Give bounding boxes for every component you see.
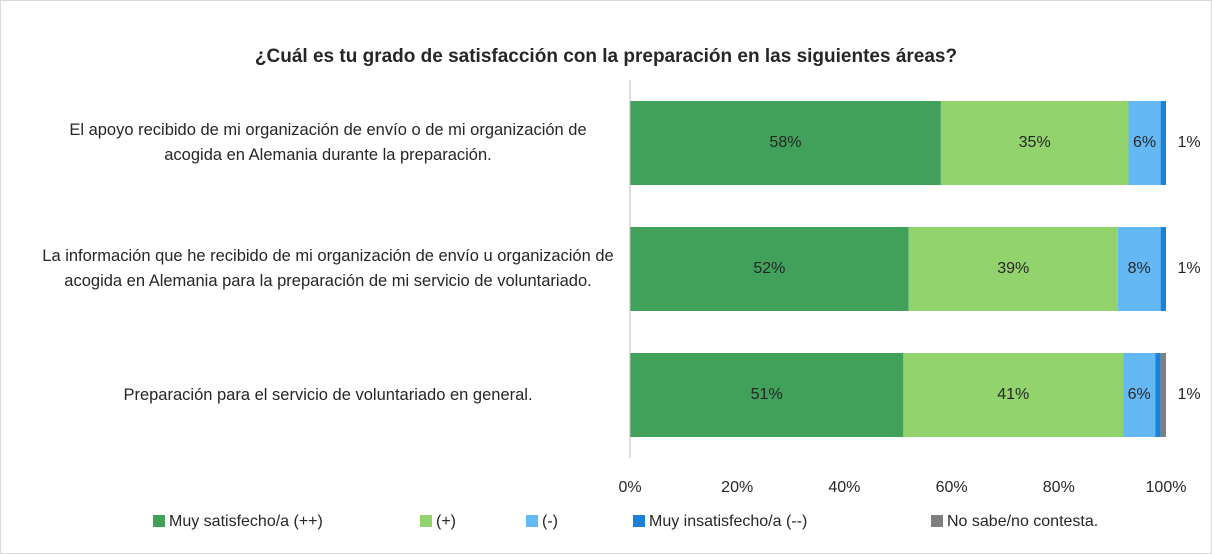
legend-swatch	[931, 515, 943, 527]
x-tick-label: 20%	[721, 479, 753, 496]
data-label: 1%	[1177, 386, 1200, 403]
data-label: 1%	[1177, 134, 1200, 151]
data-label: 52%	[753, 260, 785, 277]
chart-title: ¿Cuál es tu grado de satisfacción con la…	[255, 46, 957, 67]
bar-segment	[908, 227, 1118, 311]
data-label: 6%	[1128, 386, 1151, 403]
data-label: 58%	[769, 134, 801, 151]
category-label: La información que he recibido de mi org…	[42, 247, 614, 290]
bar-segment	[630, 101, 941, 185]
data-label: 51%	[751, 386, 783, 403]
bar-segment	[940, 101, 1129, 185]
bar-segment	[630, 227, 909, 311]
bar-segment	[1160, 101, 1166, 185]
bar-segment	[1128, 101, 1161, 185]
legend-label: (+)	[436, 513, 456, 530]
data-label: 39%	[997, 260, 1029, 277]
bar-segment	[1155, 353, 1161, 437]
legend-swatch	[526, 515, 538, 527]
data-label: 41%	[997, 386, 1029, 403]
x-tick-label: 80%	[1043, 479, 1075, 496]
bar-segment	[903, 353, 1124, 437]
legend-label: (-)	[542, 513, 558, 530]
legend-label: Muy insatisfecho/a (--)	[649, 513, 807, 530]
bar-segment	[1160, 353, 1166, 437]
legend-swatch	[633, 515, 645, 527]
bar-segment	[1123, 353, 1156, 437]
category-label: El apoyo recibido de mi organización de …	[69, 121, 587, 164]
data-label: 35%	[1019, 134, 1051, 151]
legend-label: No sabe/no contesta.	[947, 513, 1098, 530]
x-tick-label: 40%	[828, 479, 860, 496]
bar-segment	[1117, 227, 1161, 311]
legend-swatch	[420, 515, 432, 527]
category-label: Preparación para el servicio de voluntar…	[123, 385, 533, 404]
x-tick-label: 100%	[1146, 479, 1187, 496]
x-tick-label: 60%	[936, 479, 968, 496]
bar-segment	[630, 353, 904, 437]
legend-swatch	[153, 515, 165, 527]
data-label: 8%	[1128, 260, 1151, 277]
bar-segment	[1160, 227, 1166, 311]
x-tick-label: 0%	[618, 479, 641, 496]
legend-label: Muy satisfecho/a (++)	[169, 513, 323, 530]
data-label: 1%	[1177, 260, 1200, 277]
data-label: 6%	[1133, 134, 1156, 151]
